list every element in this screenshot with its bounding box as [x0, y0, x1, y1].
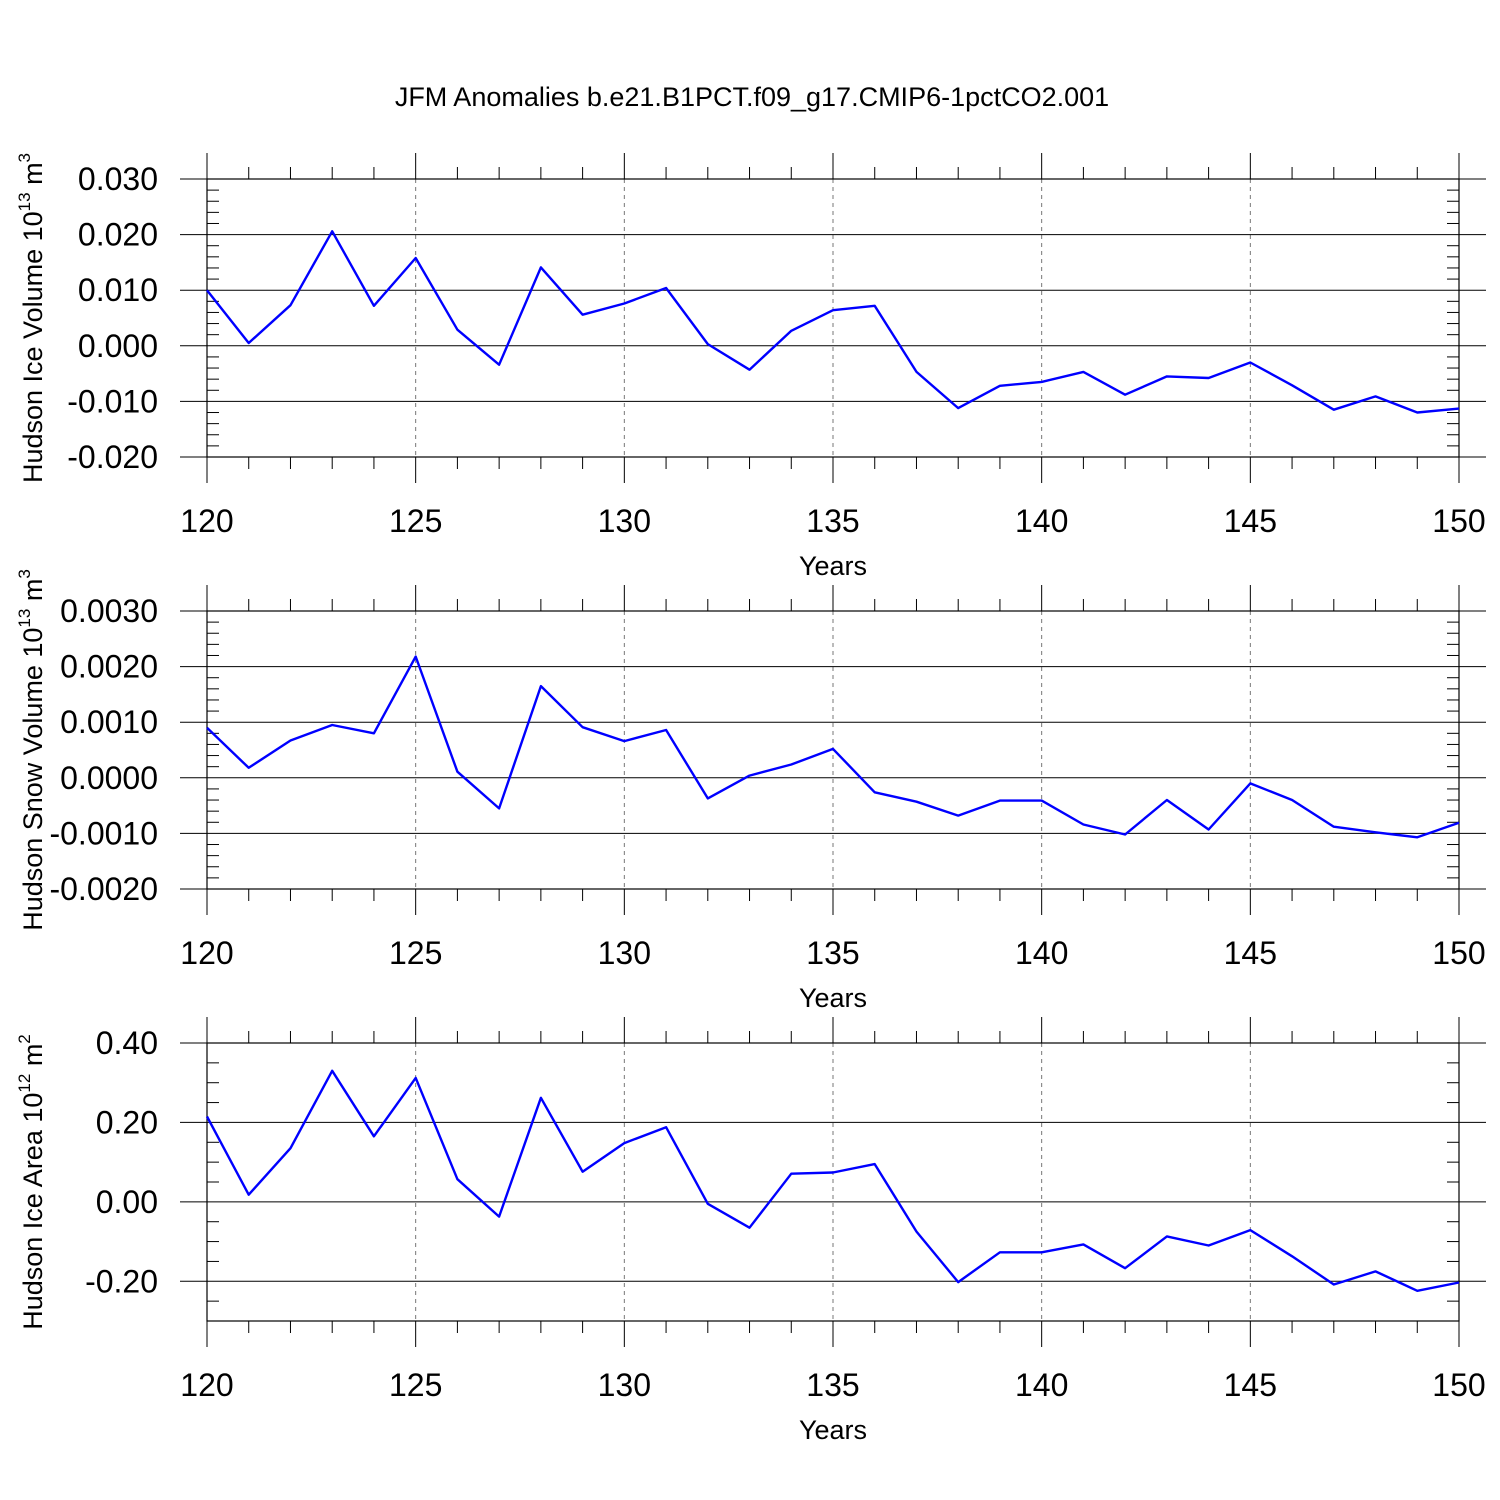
x-tick-label: 125 — [389, 935, 442, 971]
x-tick-label: 130 — [598, 503, 651, 539]
y-tick-label: 0.0010 — [60, 704, 158, 740]
x-tick-label: 140 — [1015, 1367, 1068, 1403]
plot-frame — [206, 610, 1460, 890]
y-axis-title: Hudson Ice Volume 1013 m3 — [15, 153, 48, 483]
y-tick-label: -0.010 — [67, 383, 158, 419]
plot-frame — [206, 178, 1460, 458]
x-tick-label: 140 — [1015, 935, 1068, 971]
y-tick-label: 0.0000 — [60, 760, 158, 796]
y-tick-label: 0.0020 — [60, 649, 158, 685]
x-axis-title: Years — [799, 1415, 867, 1445]
y-tick-label: 0.030 — [78, 161, 158, 197]
x-axis-title: Years — [799, 983, 867, 1013]
panel-2: -0.0020 -0.0010 0.0000 0.0010 0.0020 0.0030 12… — [15, 569, 1486, 1013]
x-tick-label: 135 — [806, 503, 859, 539]
x-tick-label: 130 — [598, 1367, 651, 1403]
series-line — [205, 1069, 1460, 1293]
x-tick-label: 130 — [598, 935, 651, 971]
y-axis-title: Hudson Snow Volume 1013 m3 — [15, 569, 48, 931]
y-tick-label: 0.00 — [96, 1184, 158, 1220]
x-tick-label: 150 — [1432, 1367, 1485, 1403]
y-tick-label: -0.0020 — [49, 871, 158, 907]
x-tick-label: 125 — [389, 1367, 442, 1403]
x-tick-label: 145 — [1224, 1367, 1277, 1403]
x-tick-label: 145 — [1224, 935, 1277, 971]
series-line — [206, 230, 1460, 414]
x-tick-label: 135 — [806, 935, 859, 971]
x-tick-label: 125 — [389, 503, 442, 539]
y-tick-label: 0.020 — [78, 217, 158, 253]
x-tick-label: 150 — [1432, 935, 1485, 971]
y-axis-title: Hudson Ice Area 1012 m2 — [15, 1034, 48, 1330]
x-tick-label: 120 — [180, 1367, 233, 1403]
x-tick-label: 135 — [806, 1367, 859, 1403]
series-line — [206, 655, 1460, 839]
x-tick-label: 120 — [180, 503, 233, 539]
y-tick-label: 0.20 — [96, 1104, 158, 1140]
plot-frame — [206, 1042, 1460, 1322]
y-tick-label: -0.020 — [67, 439, 158, 475]
y-tick-label: 0.40 — [96, 1025, 158, 1061]
figure-title: JFM Anomalies b.e21.B1PCT.f09_g17.CMIP6-… — [395, 82, 1109, 112]
panel-1: -0.020 -0.010 0.000 0.010 0.020 0.030 120 125 13… — [15, 153, 1486, 581]
panel-3: -0.20 0.00 0.20 0.40 120 125 130 135 140 145 150 Ye… — [15, 1017, 1486, 1445]
x-tick-label: 150 — [1432, 503, 1485, 539]
y-tick-label: -0.0010 — [49, 815, 158, 851]
x-tick-label: 145 — [1224, 503, 1277, 539]
x-tick-label: 120 — [180, 935, 233, 971]
y-tick-label: 0.000 — [78, 328, 158, 364]
y-tick-label: -0.20 — [85, 1263, 158, 1299]
x-axis-title: Years — [799, 551, 867, 581]
y-tick-label: 0.0030 — [60, 593, 158, 629]
x-tick-label: 140 — [1015, 503, 1068, 539]
y-tick-label: 0.010 — [78, 272, 158, 308]
